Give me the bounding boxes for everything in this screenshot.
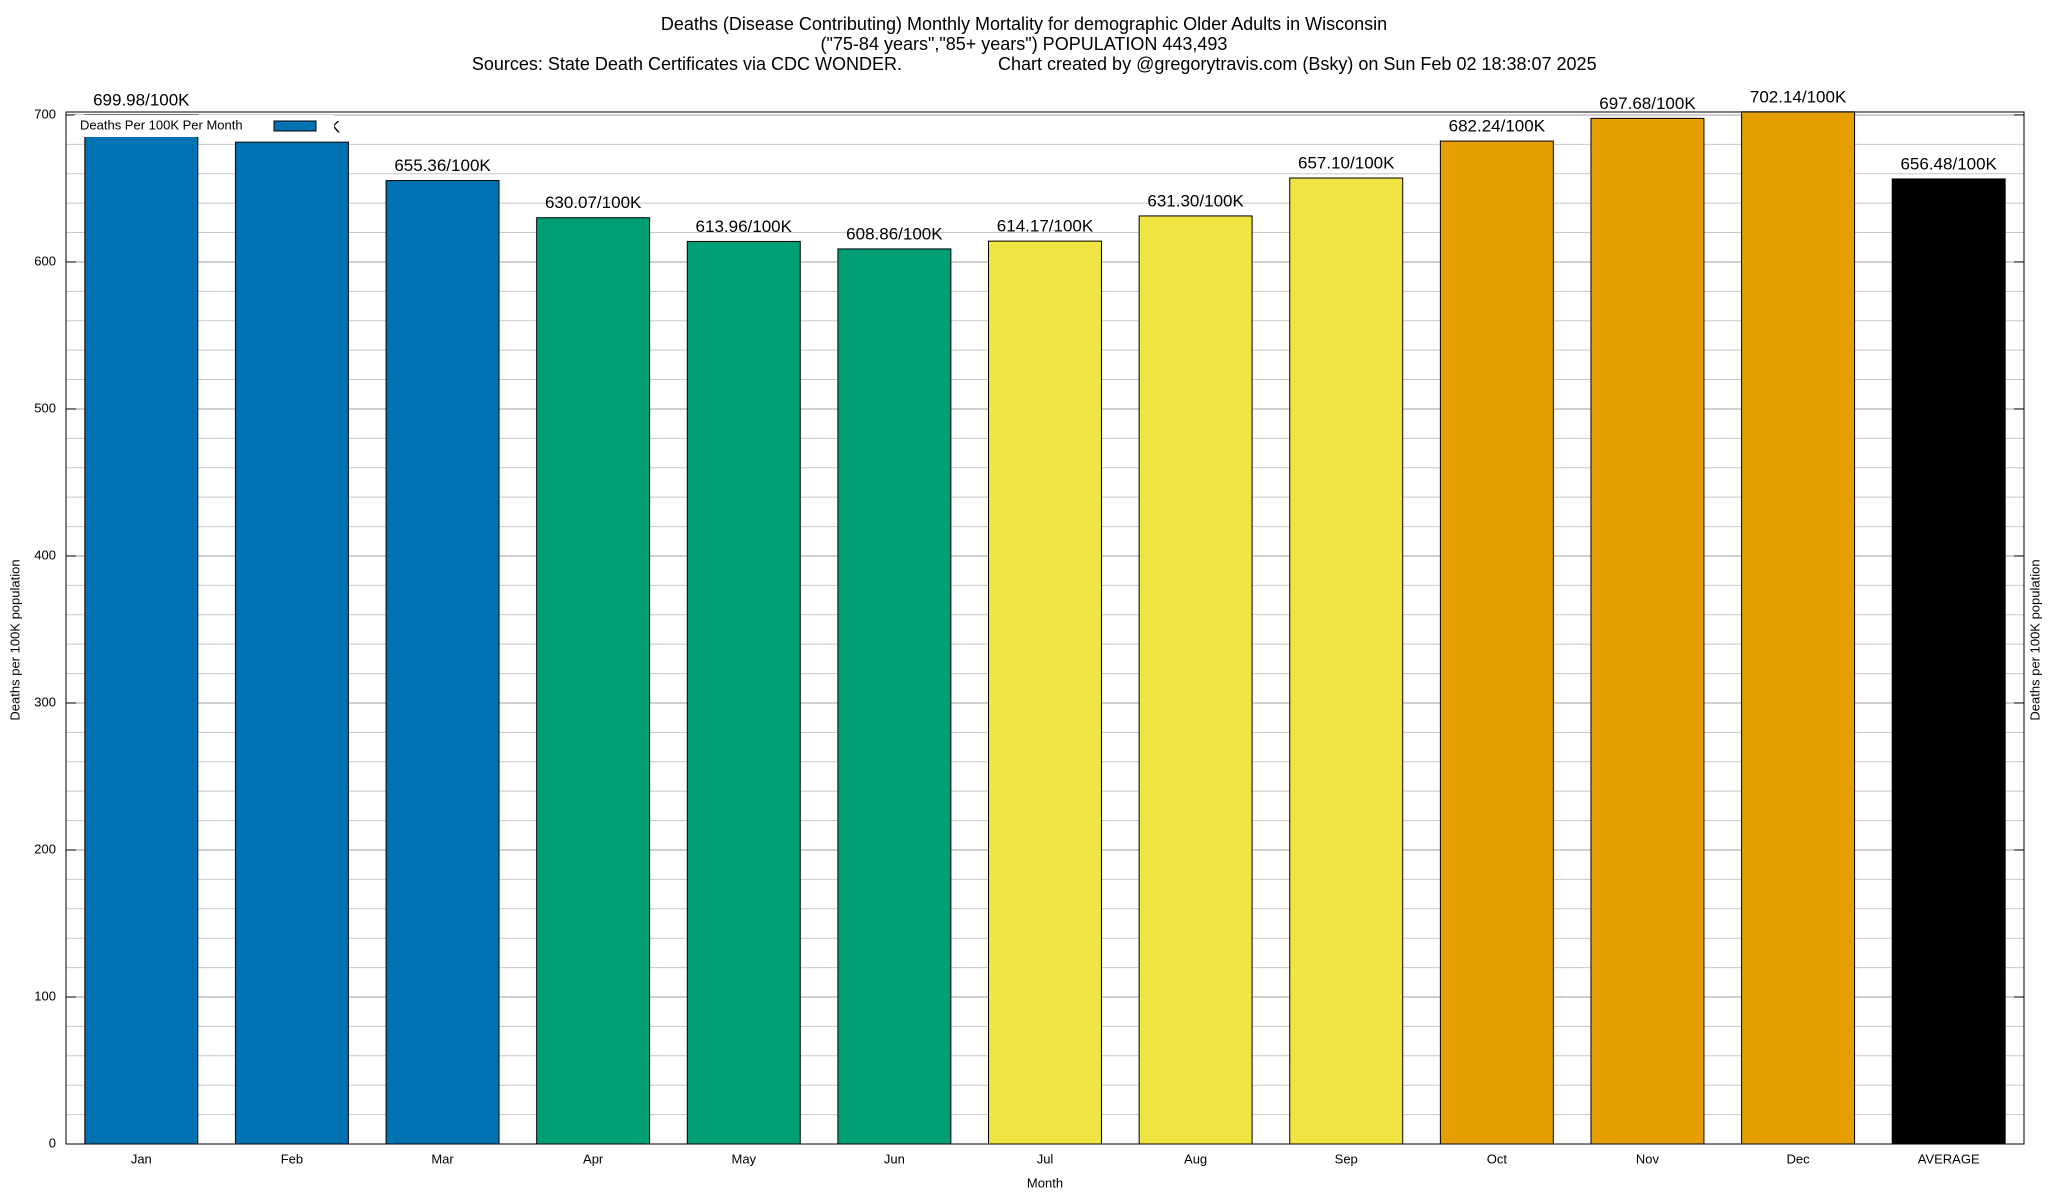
- chart-subtitle: ("75-84 years","85+ years") POPULATION 4…: [821, 34, 1228, 54]
- value-label: 656.48/100K: [1900, 154, 1997, 173]
- x-tick-label: May: [731, 1151, 756, 1166]
- value-label: 630.07/100K: [545, 193, 642, 212]
- y-tick-label: 0: [49, 1135, 56, 1150]
- x-tick-label: Feb: [281, 1151, 303, 1166]
- legend-swatch: [273, 120, 317, 132]
- value-label: 702.14/100K: [1750, 87, 1847, 106]
- bar: [1289, 177, 1404, 1145]
- x-tick-label: Jan: [131, 1151, 152, 1166]
- legend-label: Deaths Per 100K Per Month: [80, 117, 243, 132]
- y-axis-label: Deaths per 100K population: [7, 559, 22, 720]
- bar: [1138, 215, 1253, 1145]
- bar: [837, 248, 952, 1145]
- y-tick-label: 200: [34, 841, 56, 856]
- value-label: 608.86/100K: [846, 224, 943, 243]
- x-tick-label: Jul: [1037, 1151, 1054, 1166]
- bar: [1590, 117, 1705, 1145]
- value-label: 631.30/100K: [1147, 191, 1244, 210]
- y-tick-label: 500: [34, 400, 56, 415]
- plot-frame: [65, 111, 2025, 1145]
- y-tick-label: 700: [34, 106, 56, 121]
- chart-title: Deaths (Disease Contributing) Monthly Mo…: [661, 14, 1387, 34]
- bar: [1439, 140, 1554, 1145]
- bar: [84, 114, 199, 1145]
- bar: [385, 180, 500, 1145]
- value-label: 682.24/100K: [1449, 117, 1546, 136]
- x-tick-label: Jun: [884, 1151, 905, 1166]
- source: Sources: State Death Certificates via CD…: [472, 54, 902, 74]
- bar: [686, 240, 801, 1145]
- value-label: 657.10/100K: [1298, 153, 1395, 172]
- x-tick-label: Apr: [583, 1151, 604, 1166]
- bar: [1741, 111, 1856, 1145]
- x-tick-label: Aug: [1184, 1151, 1207, 1166]
- value-label: 697.68/100K: [1599, 94, 1696, 113]
- y-tick-label: 600: [34, 253, 56, 268]
- value-label: 699.98/100K: [93, 90, 190, 109]
- x-axis-label: Month: [1027, 1175, 1063, 1190]
- x-tick-label: Oct: [1487, 1151, 1508, 1166]
- y-tick-label: 300: [34, 694, 56, 709]
- y-tick-label: 400: [34, 547, 56, 562]
- x-tick-label: AVERAGE: [1918, 1151, 1980, 1166]
- x-tick-label: Sep: [1335, 1151, 1358, 1166]
- value-label: 614.17/100K: [997, 217, 1094, 236]
- value-label: 655.36/100K: [394, 156, 491, 175]
- bar: [988, 240, 1102, 1145]
- y-tick-label: 100: [34, 988, 56, 1003]
- credit: Chart created by @gregorytravis.com (Bsk…: [998, 54, 1597, 74]
- y2-axis-label: Deaths per 100K population: [2027, 559, 2042, 720]
- bar: [1891, 178, 2006, 1145]
- x-tick-label: Dec: [1787, 1151, 1811, 1166]
- bar: [536, 217, 651, 1145]
- x-tick-label: Nov: [1636, 1151, 1660, 1166]
- x-tick-label: Mar: [431, 1151, 454, 1166]
- legend-box: [74, 115, 334, 137]
- bar: [234, 141, 349, 1145]
- value-label: 613.96/100K: [696, 217, 793, 236]
